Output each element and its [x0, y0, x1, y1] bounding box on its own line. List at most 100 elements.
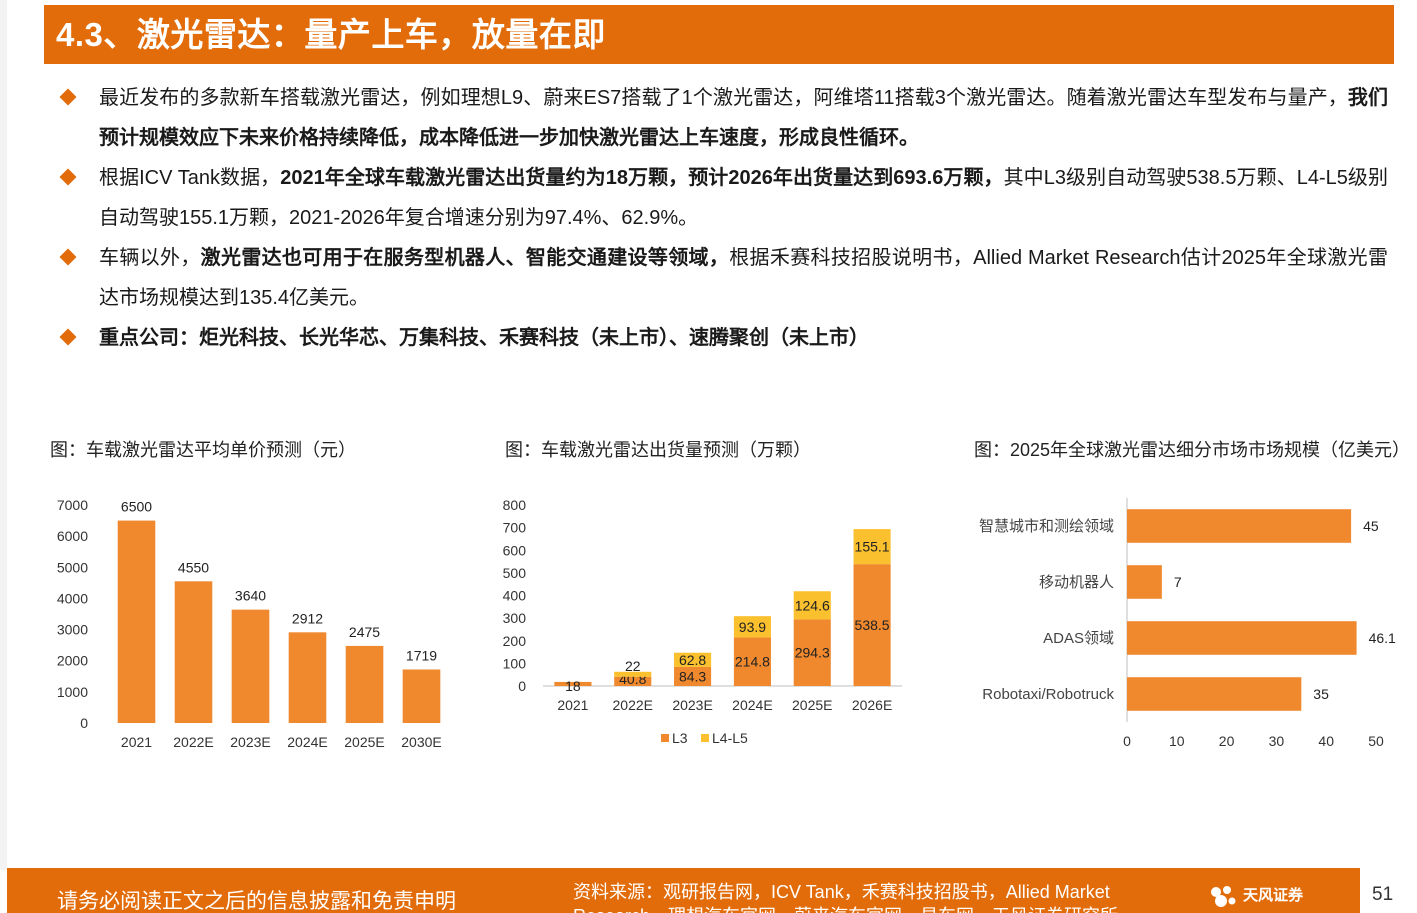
bullet-text-bold: 重点公司：炬光科技、长光华芯、万集科技、禾赛科技（未上市）、速腾聚创（未上市）	[99, 327, 869, 349]
bullet-text: 车辆以外，激光雷达也可用于在服务型机器人、智能交通建设等领域，根据禾赛科技招股说…	[99, 238, 1388, 318]
x-tick-label: 2021	[121, 734, 152, 750]
x-tick-label: 2024E	[732, 697, 772, 713]
diamond-bullet-icon	[59, 328, 77, 346]
bullet-text-normal: 车辆以外，	[99, 247, 201, 269]
x-tick-label: 2025E	[344, 734, 384, 750]
category-label: Robotaxi/Robotruck	[982, 686, 1114, 703]
bar	[402, 669, 441, 723]
y-tick-label: 100	[503, 655, 527, 671]
data-label: 46.1	[1369, 630, 1396, 646]
data-label: 2912	[292, 610, 323, 626]
y-tick-label: 700	[503, 520, 527, 536]
data-label: 538.5	[855, 617, 890, 633]
bullet-text-normal: 根据禾赛科技招股说明书，Allied Market Research估计2025…	[99, 247, 1389, 309]
x-tick-label: 2024E	[287, 734, 327, 750]
y-tick-label: 7000	[57, 497, 88, 513]
stacked-bar-segment	[853, 529, 891, 565]
bar	[288, 632, 327, 723]
x-tick-label: 2022E	[613, 697, 653, 713]
bullet-item: 根据ICV Tank数据，2021年全球车载激光雷达出货量约为18万颗，预计20…	[58, 158, 1388, 238]
y-tick-label: 600	[503, 542, 527, 558]
data-label: 22	[625, 658, 641, 674]
legend-label: L3	[672, 730, 688, 746]
page-title: 4.3、激光雷达：量产上车，放量在即	[44, 5, 1394, 64]
y-tick-label: 0	[518, 678, 526, 694]
x-tick-label: 20	[1219, 733, 1235, 749]
chart2-caption: 图：车载激光雷达出货量预测（万颗）	[505, 440, 811, 460]
data-label: 7	[1174, 574, 1182, 590]
data-label: 4550	[178, 559, 209, 575]
category-label: ADAS领域	[1043, 630, 1114, 647]
stacked-bar-segment	[674, 666, 712, 686]
y-tick-label: 6000	[57, 528, 88, 544]
bar	[1127, 509, 1352, 543]
bullet-item: 最近发布的多款新车搭载激光雷达，例如理想L9、蔚来ES7搭载了1个激光雷达，阿维…	[58, 78, 1388, 158]
bullet-list: 最近发布的多款新车搭载激光雷达，例如理想L9、蔚来ES7搭载了1个激光雷达，阿维…	[58, 78, 1388, 358]
legend-label: L4-L5	[712, 730, 748, 746]
bar	[1127, 565, 1162, 599]
stacked-bar-segment	[793, 591, 831, 620]
x-tick-label: 2022E	[173, 734, 213, 750]
bullet-item: 重点公司：炬光科技、长光华芯、万集科技、禾赛科技（未上市）、速腾聚创（未上市）	[58, 318, 1388, 358]
diamond-bullet-icon	[59, 248, 77, 266]
chart-avg-price: 0 1000 2000 3000 4000 5000 6000 7000 6500 2021 455…	[57, 497, 442, 750]
data-label: 155.1	[855, 539, 890, 555]
bullet-text: 根据ICV Tank数据，2021年全球车载激光雷达出货量约为18万颗，预计20…	[99, 158, 1388, 238]
data-label: 93.9	[739, 619, 766, 635]
bar	[1127, 677, 1302, 711]
x-tick-label: 50	[1368, 733, 1384, 749]
bullet-text-bold: 2021年全球车载激光雷达出货量约为18万颗，预计2026年出货量达到693.6…	[280, 167, 1004, 189]
chart3-caption: 图：2025年全球激光雷达细分市场市场规模（亿美元）	[974, 440, 1411, 460]
data-label: 45	[1363, 518, 1379, 534]
category-label: 智慧城市和测绘领域	[979, 517, 1114, 535]
bar	[1127, 621, 1357, 655]
brand-logo: 天风证券	[1207, 882, 1317, 910]
footer-bar: 请务必阅读正文之后的信息披露和免责申明 资料来源：观研报告网，ICV Tank，…	[7, 868, 1417, 913]
data-label: 124.6	[795, 597, 830, 613]
bar	[117, 520, 156, 723]
bullet-text-bold: 激光雷达也可用于在服务型机器人、智能交通建设等领域，	[200, 247, 730, 269]
bar	[174, 581, 213, 723]
stacked-bar-segment	[614, 676, 652, 686]
stacked-bar-segment	[733, 616, 771, 638]
data-label: 62.8	[679, 652, 706, 668]
chart-shipments: 010020030040050060070080018202140.822202…	[503, 497, 902, 746]
category-label: 移动机器人	[1039, 574, 1114, 591]
y-tick-label: 4000	[57, 590, 88, 606]
page-number-box	[1360, 868, 1417, 913]
stacked-bar-segment	[733, 637, 771, 686]
x-tick-label: 2021	[557, 697, 588, 713]
stacked-bar-segment	[793, 619, 831, 686]
page-number: 51	[1372, 884, 1394, 905]
y-tick-label: 800	[503, 497, 527, 513]
x-tick-label: 0	[1123, 733, 1131, 749]
y-tick-label: 0	[80, 715, 88, 731]
data-label: 1719	[406, 647, 437, 663]
x-tick-label: 30	[1269, 733, 1285, 749]
chart-market-size: 0 10 20 30 40 50 45 智慧城市和测绘领域 7 移动机器人 46.1 ADAS领域 35…	[979, 498, 1396, 749]
x-tick-label: 2025E	[792, 697, 832, 713]
bullet-item: 车辆以外，激光雷达也可用于在服务型机器人、智能交通建设等领域，根据禾赛科技招股说…	[58, 238, 1388, 318]
y-tick-label: 400	[503, 588, 527, 604]
x-tick-label: 2023E	[672, 697, 712, 713]
y-tick-label: 500	[503, 565, 527, 581]
bullet-text-bold: 我们预计规模效应下未来价格持续降低，成本降低进一步加快激光雷达上车速度，形成良性…	[99, 87, 1389, 149]
y-tick-label: 2000	[57, 653, 88, 669]
stacked-bar-segment	[554, 681, 592, 686]
brand-logo-text: 天风证券	[1243, 887, 1304, 904]
diamond-bullet-icon	[59, 168, 77, 186]
x-tick-label: 2026E	[852, 697, 892, 713]
x-tick-label: 2030E	[401, 734, 441, 750]
data-label: 294.3	[795, 645, 830, 661]
y-tick-label: 5000	[57, 559, 88, 575]
bullet-text: 最近发布的多款新车搭载激光雷达，例如理想L9、蔚来ES7搭载了1个激光雷达，阿维…	[99, 78, 1388, 158]
y-tick-label: 200	[503, 633, 527, 649]
data-label: 214.8	[735, 654, 770, 670]
x-tick-label: 2023E	[230, 734, 270, 750]
x-tick-label: 40	[1318, 733, 1334, 749]
disclaimer-notice: 请务必阅读正文之后的信息披露和免责申明	[57, 890, 456, 913]
chart1-caption: 图：车载激光雷达平均单价预测（元）	[50, 440, 356, 460]
bar	[231, 609, 270, 723]
data-label: 3640	[235, 588, 266, 604]
bullet-text-normal: 根据ICV Tank数据，	[99, 167, 281, 189]
